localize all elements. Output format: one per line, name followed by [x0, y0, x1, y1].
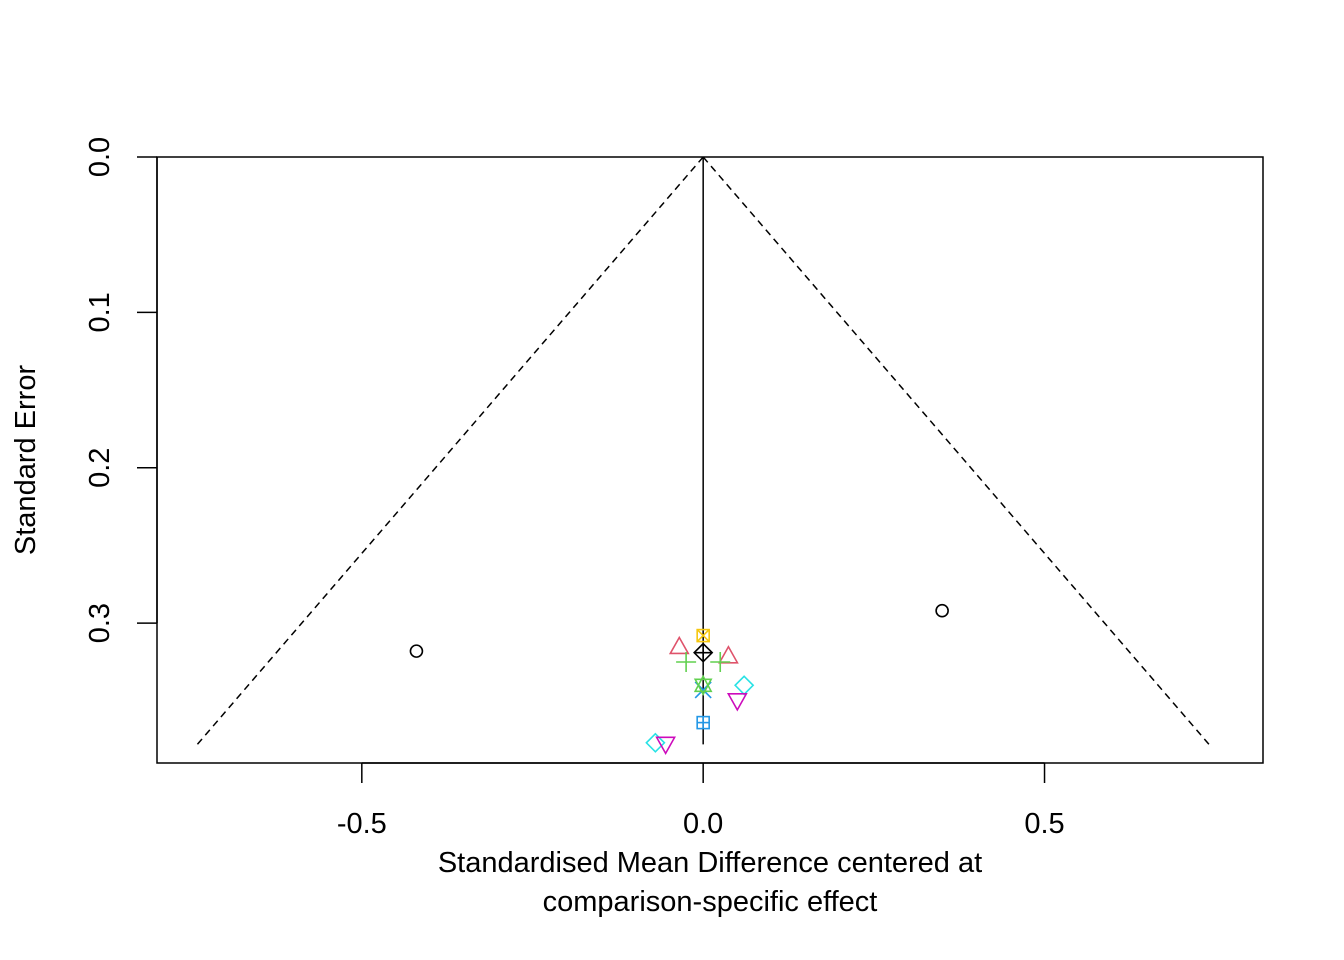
- data-point: [693, 674, 713, 697]
- data-point: [696, 628, 710, 643]
- data-point: [409, 644, 424, 658]
- x-axis-title-line2: comparison-specific effect: [543, 886, 878, 918]
- x-tick-label: 0.5: [1024, 808, 1064, 840]
- y-axis-title: Standard Error: [10, 365, 42, 556]
- axes: -0.5 0.0 0.5 0.0 0.1 0.2 0.3: [84, 137, 1264, 840]
- data-point: [726, 693, 748, 712]
- data-point: [734, 675, 755, 696]
- plot-frame: [156, 156, 1264, 764]
- x-tick-label: -0.5: [337, 808, 387, 840]
- data-point: [935, 603, 949, 618]
- y-tick-label: 0.3: [84, 603, 116, 643]
- data-point: [693, 642, 714, 663]
- data-point: [676, 652, 697, 672]
- data-point: [718, 645, 739, 664]
- y-tick-label: 0.2: [84, 448, 116, 488]
- x-tick-label: 0.0: [683, 808, 723, 840]
- data-point: [668, 635, 690, 655]
- y-tick-label: 0.1: [84, 292, 116, 332]
- funnel-right-bound: [702, 156, 1210, 745]
- data-point: [696, 715, 710, 730]
- plot-area: [196, 156, 1210, 755]
- data-point: [655, 736, 676, 755]
- x-axis-title-line1: Standardised Mean Difference centered at: [438, 847, 982, 879]
- data-point: [710, 652, 731, 672]
- y-tick-label: 0.0: [84, 137, 116, 177]
- funnel-left-bound: [196, 156, 704, 745]
- data-point: [645, 732, 666, 753]
